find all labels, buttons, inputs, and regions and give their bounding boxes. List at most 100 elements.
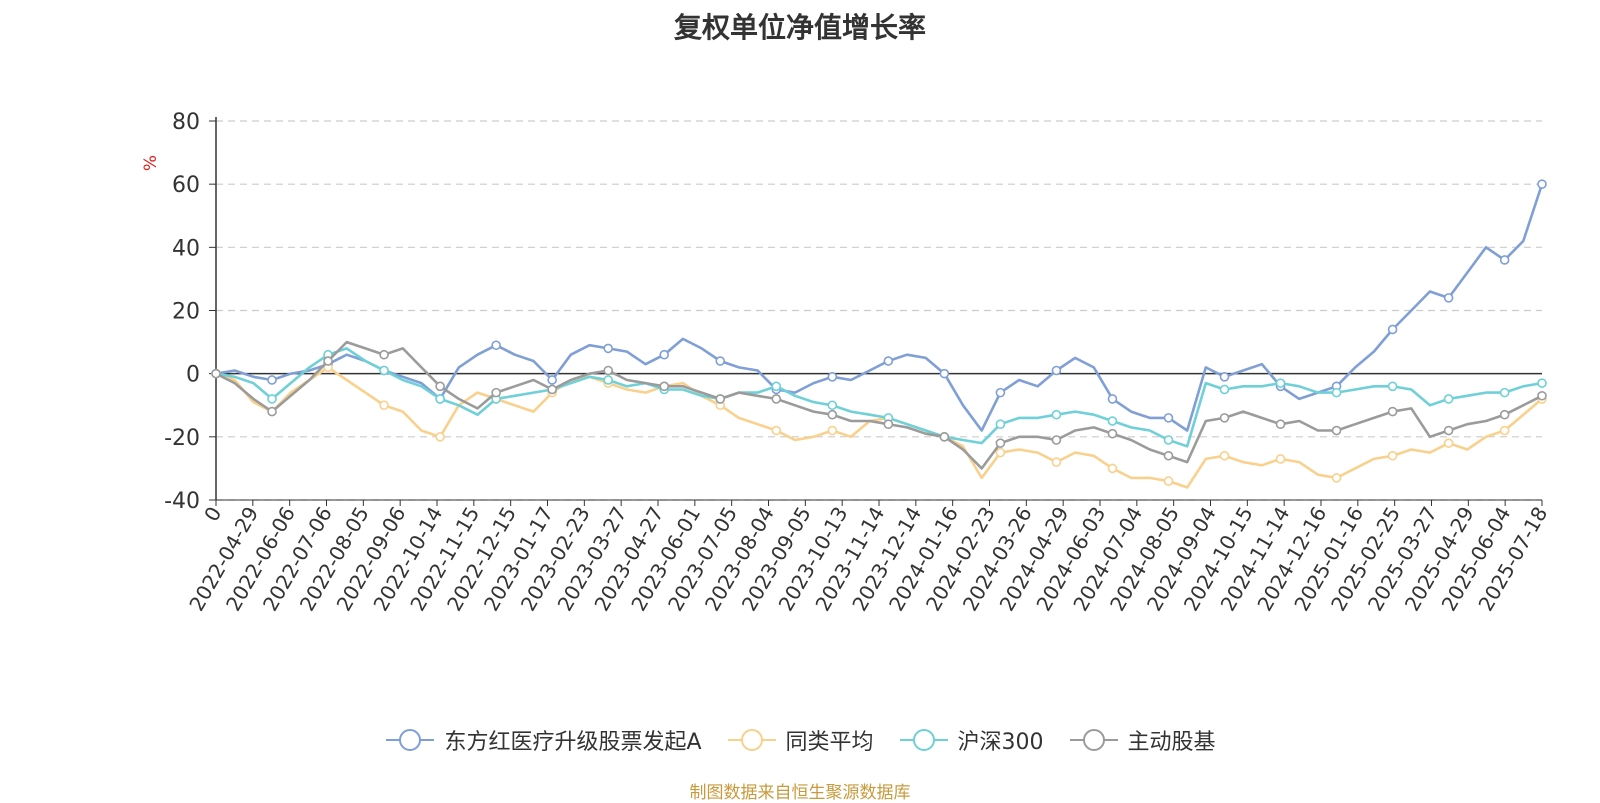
data-point <box>603 375 613 385</box>
y-tick-label: 80 <box>172 110 200 135</box>
data-point <box>1499 387 1510 398</box>
data-point <box>1163 435 1174 445</box>
data-point <box>379 400 389 411</box>
legend-label: 沪深300 <box>957 730 1044 755</box>
data-point <box>1387 450 1398 461</box>
data-point <box>771 425 782 436</box>
chart-title: 复权单位净值增长率 <box>673 11 926 44</box>
chart-legend: 东方红医疗升级股票发起A 同类平均 沪深300 主动股基 <box>0 724 1600 756</box>
legend-label: 东方红医疗升级股票发起A <box>444 730 702 755</box>
data-point <box>1499 409 1510 420</box>
data-point <box>379 365 389 376</box>
data-point <box>1443 293 1454 303</box>
data-point <box>771 381 782 392</box>
data-point <box>939 432 950 442</box>
data-point <box>1051 457 1062 467</box>
data-point <box>435 381 445 392</box>
series-line-0 <box>215 183 1544 432</box>
data-point <box>323 356 333 366</box>
data-point <box>1537 390 1547 401</box>
data-point <box>491 387 501 398</box>
data-point <box>1163 450 1174 461</box>
series-line-2 <box>215 347 1543 448</box>
data-point <box>211 368 221 379</box>
data-point <box>715 394 726 404</box>
data-point <box>267 375 277 385</box>
data-point <box>1331 473 1342 483</box>
data-point <box>603 365 613 376</box>
data-point <box>1499 425 1510 436</box>
data-point <box>1163 476 1174 486</box>
data-point <box>1051 435 1062 445</box>
data-point <box>1387 406 1398 417</box>
data-point <box>827 425 838 436</box>
data-point <box>1331 387 1342 398</box>
data-point <box>1275 454 1286 464</box>
data-point <box>827 372 838 382</box>
x-tick-label: 0 <box>199 503 226 526</box>
data-point <box>1107 463 1118 474</box>
data-point <box>883 419 894 430</box>
data-point <box>1275 419 1286 430</box>
data-point <box>379 349 389 360</box>
data-point <box>267 394 277 404</box>
y-tick-label: 60 <box>172 173 200 198</box>
data-point <box>1499 255 1510 265</box>
data-point <box>603 343 613 354</box>
data-point <box>1443 394 1454 404</box>
y-tick-label: 20 <box>172 300 200 325</box>
data-source-note: 制图数据来自恒生聚源数据库 <box>689 783 911 803</box>
data-point <box>1331 425 1342 436</box>
data-point <box>883 356 894 366</box>
data-point <box>1219 413 1230 423</box>
y-tick-label: -20 <box>164 426 200 451</box>
y-tick-label: 0 <box>186 363 200 388</box>
data-point <box>547 384 557 395</box>
y-tick-label: -40 <box>164 489 200 514</box>
data-point <box>1275 378 1286 388</box>
legend-marker-icon <box>386 729 435 751</box>
data-point <box>435 432 445 442</box>
data-point <box>995 438 1006 448</box>
legend-item-1[interactable]: 同类平均 <box>726 724 874 756</box>
data-point <box>1051 409 1062 420</box>
data-point <box>547 375 557 385</box>
data-point <box>995 447 1006 458</box>
data-point <box>659 381 670 392</box>
legend-item-0[interactable]: 东方红医疗升级股票发起A <box>384 724 702 756</box>
data-point <box>267 406 277 417</box>
data-point <box>827 409 838 420</box>
y-axis-label: % <box>141 155 161 171</box>
y-tick-label: 40 <box>172 236 200 261</box>
data-point <box>435 394 445 404</box>
data-point <box>1163 413 1174 423</box>
data-point <box>715 356 726 366</box>
series-line-3 <box>215 340 1543 470</box>
legend-item-2[interactable]: 沪深300 <box>898 724 1044 756</box>
data-point <box>1219 450 1230 461</box>
data-point <box>1051 365 1062 376</box>
data-point <box>1107 394 1118 404</box>
data-point <box>995 387 1006 398</box>
legend-marker-icon <box>727 729 776 751</box>
data-point <box>939 368 950 379</box>
data-point <box>1387 381 1398 392</box>
data-point <box>1443 425 1454 436</box>
data-point <box>1443 438 1454 448</box>
data-point <box>1537 179 1547 189</box>
data-point <box>659 349 670 360</box>
data-point <box>491 340 501 351</box>
legend-item-3[interactable]: 主动股基 <box>1068 724 1216 756</box>
data-point <box>1219 384 1230 395</box>
legend-label: 主动股基 <box>1127 730 1216 755</box>
data-point <box>995 419 1006 430</box>
legend-marker-icon <box>899 729 948 751</box>
data-point <box>1107 416 1118 426</box>
data-point <box>1387 324 1398 335</box>
data-point <box>827 400 838 411</box>
legend-marker-icon <box>1069 729 1118 751</box>
data-point <box>1107 428 1118 439</box>
legend-label: 同类平均 <box>785 730 874 755</box>
line-chart: 806040200-20-40%02022-04-292022-06-06202… <box>141 110 1552 615</box>
data-point <box>1537 378 1547 388</box>
